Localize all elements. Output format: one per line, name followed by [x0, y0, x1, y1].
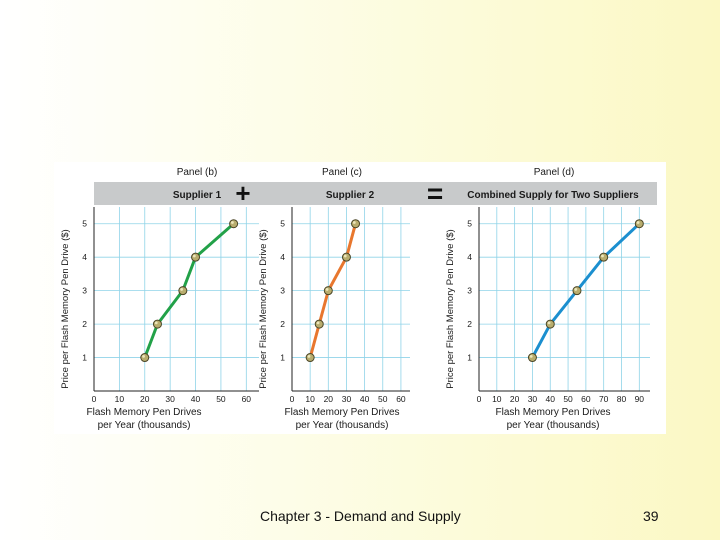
data-point-highlight	[601, 254, 604, 258]
x-tick-label: 90	[635, 394, 645, 404]
plus-symbol: +	[235, 178, 250, 208]
panel-title: Combined Supply for Two Suppliers	[467, 190, 639, 201]
data-point-highlight	[547, 321, 551, 325]
data-point-highlight	[192, 254, 196, 258]
panel-1: Panel (b) Supplier 1 0 10 20 30 40 50 60 1 2 3 4 5 Fla…	[60, 167, 259, 431]
supply-figure: + = Panel (b) Supplier 1 0 10 20 30 40 50 60 1 2 3 4…	[54, 162, 666, 434]
chapter-title: Chapter 3 - Demand and Supply	[260, 508, 461, 524]
data-point-highlight	[636, 221, 640, 224]
panel-2: Panel (c) Supplier 2 0 10 20 30 40 50 60 1 2 3 4 5 Fla…	[258, 167, 410, 431]
data-point	[341, 252, 351, 262]
y-tick-label: 5	[467, 219, 472, 229]
x-tick-label: 30	[165, 394, 175, 404]
y-tick-label: 3	[467, 286, 472, 296]
y-tick-label: 4	[280, 252, 285, 262]
data-point-highlight	[180, 288, 184, 291]
x-tick-label: 60	[396, 394, 406, 404]
supply-charts-svg: + = Panel (b)Supplier 10 10 20 30 40 50 601234…	[60, 167, 657, 431]
x-tick-label: 60	[581, 394, 591, 404]
panel-label: Panel (d)	[534, 167, 575, 178]
data-point	[572, 286, 582, 296]
x-tick-label: 10	[305, 394, 315, 404]
x-tick-label: 40	[360, 394, 370, 404]
y-axis-label: Price per Flash Memory Pen Drive ($)	[445, 229, 456, 388]
x-tick-label: 0	[477, 394, 482, 404]
data-point-highlight	[529, 354, 533, 358]
panel-label: Panel (c)	[322, 167, 362, 178]
data-point	[191, 252, 201, 262]
data-point-highlight	[142, 354, 145, 358]
x-axis-label-line2: per Year (thousands)	[507, 420, 600, 431]
data-point	[323, 286, 333, 296]
data-point-highlight	[154, 321, 158, 325]
y-tick-label: 5	[82, 219, 87, 229]
y-tick-label: 2	[82, 319, 87, 329]
x-tick-label: 20	[140, 394, 150, 404]
panel-title: Supplier 2	[326, 190, 375, 201]
y-tick-label: 5	[280, 219, 285, 229]
data-point-highlight	[574, 288, 578, 291]
data-point-highlight	[316, 321, 320, 325]
x-tick-label: 40	[191, 394, 201, 404]
x-tick-label: 20	[510, 394, 520, 404]
data-point	[140, 353, 150, 363]
x-tick-label: 0	[290, 394, 295, 404]
y-tick-label: 2	[467, 319, 472, 329]
x-axis-label-line2: per Year (thousands)	[98, 420, 191, 431]
data-point	[305, 353, 315, 363]
y-tick-label: 4	[82, 252, 87, 262]
panel-label: Panel (b)	[177, 167, 218, 178]
x-tick-label: 50	[216, 394, 226, 404]
x-tick-label: 40	[546, 394, 556, 404]
data-point-highlight	[352, 221, 356, 224]
data-point-highlight	[231, 221, 234, 224]
equals-symbol: =	[427, 178, 443, 209]
x-axis-label-line1: Flash Memory Pen Drives	[284, 407, 399, 418]
data-point	[178, 286, 188, 296]
x-tick-label: 20	[324, 394, 334, 404]
y-tick-label: 3	[82, 286, 87, 296]
data-point-highlight	[343, 254, 347, 258]
y-tick-label: 2	[280, 319, 285, 329]
y-tick-label: 4	[467, 252, 472, 262]
x-tick-label: 50	[378, 394, 388, 404]
panel-title: Supplier 1	[173, 190, 222, 201]
data-point	[351, 219, 361, 229]
x-tick-label: 60	[242, 394, 252, 404]
x-tick-label: 10	[115, 394, 125, 404]
x-tick-label: 80	[617, 394, 627, 404]
data-point	[545, 319, 555, 329]
x-tick-label: 30	[528, 394, 538, 404]
y-tick-label: 3	[280, 286, 285, 296]
page-number: 39	[643, 508, 659, 524]
x-axis-label-line2: per Year (thousands)	[296, 420, 389, 431]
header-band	[94, 182, 657, 205]
x-tick-label: 0	[92, 394, 97, 404]
y-tick-label: 1	[467, 353, 472, 363]
y-tick-label: 1	[280, 353, 285, 363]
y-tick-label: 1	[82, 353, 87, 363]
data-point	[599, 252, 609, 262]
data-point	[314, 319, 324, 329]
panel-3: Panel (d) Combined Supply for Two Supplie…	[445, 167, 650, 431]
y-axis-label: Price per Flash Memory Pen Drive ($)	[258, 229, 269, 388]
y-axis-label: Price per Flash Memory Pen Drive ($)	[60, 229, 71, 388]
data-point	[152, 319, 162, 329]
x-tick-label: 50	[563, 394, 573, 404]
data-point-highlight	[307, 354, 311, 358]
data-point	[527, 353, 537, 363]
x-axis-label-line1: Flash Memory Pen Drives	[495, 407, 610, 418]
x-tick-label: 10	[492, 394, 502, 404]
data-point-highlight	[325, 288, 329, 291]
data-point	[634, 219, 644, 229]
x-tick-label: 30	[342, 394, 352, 404]
x-axis-label-line1: Flash Memory Pen Drives	[86, 407, 201, 418]
data-point	[229, 219, 239, 229]
x-tick-label: 70	[599, 394, 609, 404]
